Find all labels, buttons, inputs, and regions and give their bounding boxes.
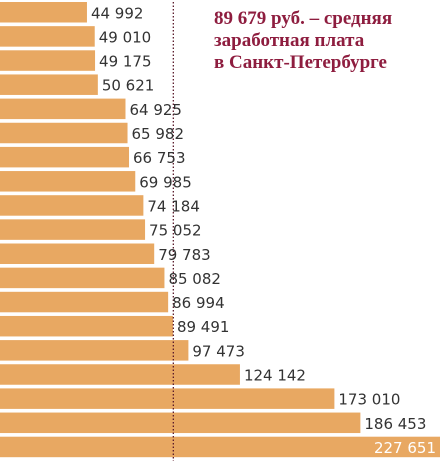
value-label-15: 97 473 xyxy=(192,342,245,360)
value-label-16: 124 142 xyxy=(244,367,306,385)
bar-4 xyxy=(0,74,98,95)
bar-6 xyxy=(0,123,128,144)
value-label-6: 65 982 xyxy=(132,125,185,143)
bar-7 xyxy=(0,147,129,168)
value-label-14: 89 491 xyxy=(177,318,230,336)
value-label-13: 86 994 xyxy=(172,294,225,312)
value-label-11: 79 783 xyxy=(158,246,211,264)
bar-11 xyxy=(0,244,154,265)
bar-5 xyxy=(0,99,125,120)
bar-10 xyxy=(0,219,145,240)
value-label-3: 49 175 xyxy=(99,53,152,71)
value-label-9: 74 184 xyxy=(147,197,200,215)
value-label-17: 173 010 xyxy=(338,391,400,409)
annotation-line-1: 89 679 руб. – средняя xyxy=(214,8,436,30)
bar-18 xyxy=(0,413,360,434)
bar-13 xyxy=(0,292,168,313)
bar-12 xyxy=(0,268,164,289)
bar-1 xyxy=(0,2,87,23)
bar-14 xyxy=(0,316,173,337)
value-label-10: 75 052 xyxy=(149,222,202,240)
value-label-8: 69 985 xyxy=(139,173,192,191)
bar-9 xyxy=(0,195,143,216)
value-label-19: 227 651 xyxy=(374,439,436,457)
bar-8 xyxy=(0,171,135,192)
bar-2 xyxy=(0,26,95,47)
value-label-5: 64 925 xyxy=(129,101,182,119)
annotation-line-2: заработная плата xyxy=(214,30,436,52)
bar-16 xyxy=(0,364,240,385)
value-label-12: 85 082 xyxy=(168,270,221,288)
value-label-4: 50 621 xyxy=(102,77,155,95)
value-label-18: 186 453 xyxy=(364,415,426,433)
value-label-1: 44 992 xyxy=(91,4,144,22)
bar-17 xyxy=(0,388,334,409)
average-salary-annotation: 89 679 руб. – средняя заработная плата в… xyxy=(214,8,436,74)
value-label-2: 49 010 xyxy=(99,28,152,46)
bar-3 xyxy=(0,50,95,71)
bar-15 xyxy=(0,340,188,361)
value-label-7: 66 753 xyxy=(133,149,186,167)
annotation-line-3: в Санкт-Петербурге xyxy=(214,52,436,74)
